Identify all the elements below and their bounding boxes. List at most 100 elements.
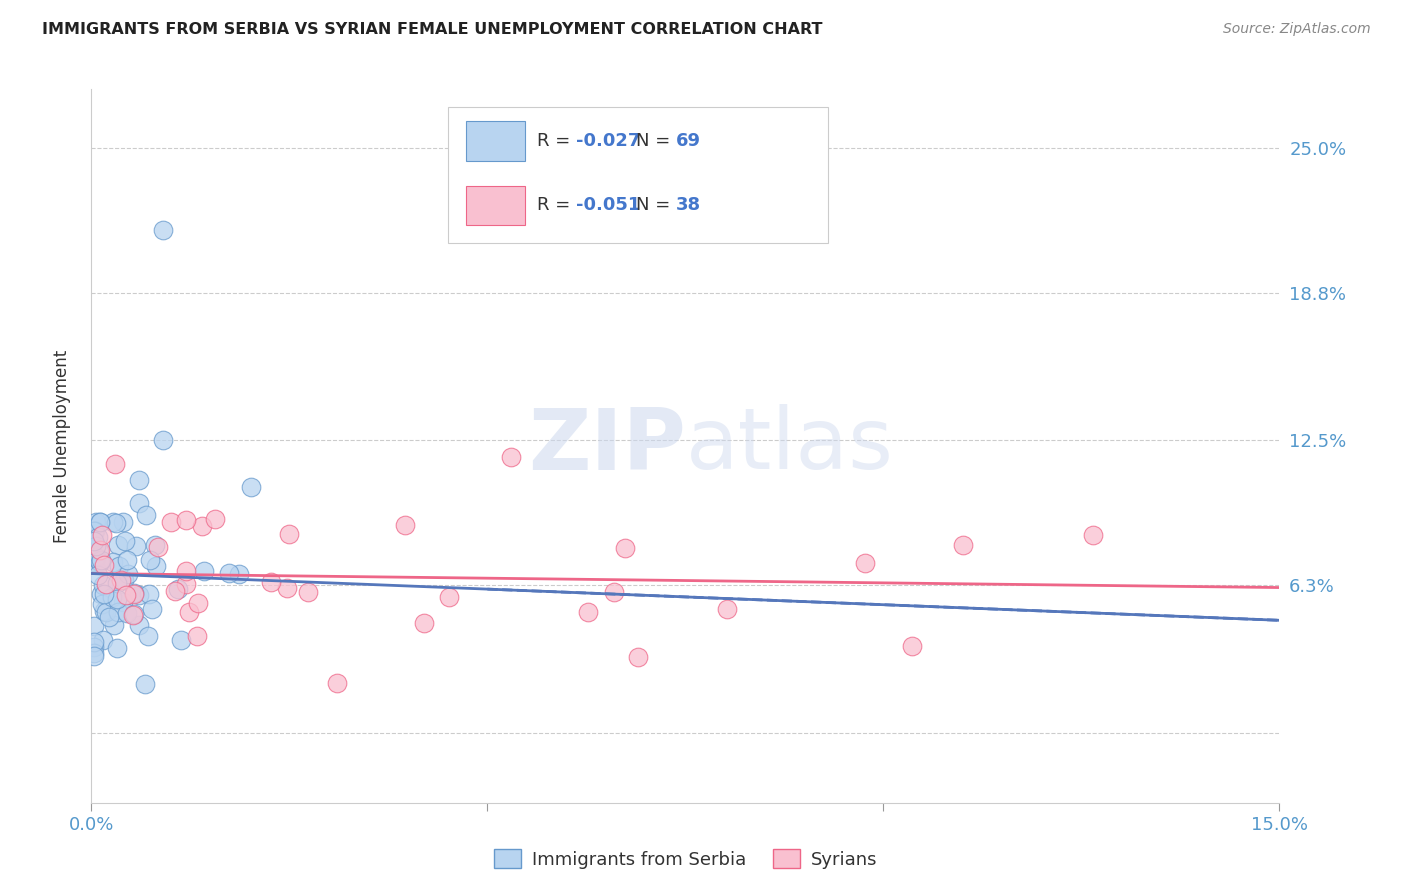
Point (143, 538, 166, 552)
Point (90, 553, 112, 567)
Point (108, 558, 131, 573)
Text: N =: N = (636, 196, 675, 214)
Point (193, 564, 215, 578)
Point (97, 609, 120, 624)
Text: ZIP: ZIP (527, 404, 685, 488)
Point (94, 577, 117, 591)
Point (190, 519, 212, 533)
Point (101, 515, 124, 529)
Point (93, 587, 115, 601)
Point (117, 567, 139, 582)
Point (578, 605, 600, 619)
Point (437, 590, 460, 604)
Point (87, 543, 110, 558)
Point (159, 515, 181, 529)
Point (91, 578, 114, 592)
Point (107, 576, 129, 591)
Point (128, 588, 150, 602)
Point (141, 602, 163, 616)
Point (83, 524, 105, 538)
Point (112, 573, 135, 587)
Point (89, 515, 111, 529)
Text: IMMIGRANTS FROM SERBIA VS SYRIAN FEMALE UNEMPLOYMENT CORRELATION CHART: IMMIGRANTS FROM SERBIA VS SYRIAN FEMALE … (42, 22, 823, 37)
Point (152, 222, 174, 236)
Point (278, 526, 301, 541)
Point (297, 584, 319, 599)
Point (602, 585, 624, 599)
Text: N =: N = (636, 132, 675, 150)
Point (115, 553, 138, 567)
Point (177, 605, 200, 619)
Text: -0.027: -0.027 (576, 132, 641, 150)
Point (138, 586, 160, 600)
Text: R =: R = (537, 196, 576, 214)
Point (1081, 528, 1104, 542)
Point (135, 508, 157, 523)
Y-axis label: Female Unemployment: Female Unemployment (52, 350, 70, 542)
Point (83, 646, 105, 660)
Point (853, 556, 876, 570)
Point (104, 457, 127, 471)
Point (186, 630, 208, 644)
Point (114, 534, 136, 549)
Point (91, 632, 114, 647)
Point (89, 554, 111, 568)
Point (101, 590, 124, 604)
Text: -0.051: -0.051 (576, 196, 641, 214)
Point (165, 583, 187, 598)
Point (626, 650, 648, 665)
Point (501, 450, 523, 464)
Point (115, 606, 138, 620)
Point (260, 575, 283, 590)
Point (101, 555, 124, 569)
Text: 38: 38 (676, 196, 702, 214)
Point (83, 635, 105, 649)
Point (87, 568, 110, 582)
Point (901, 639, 924, 653)
Text: R =: R = (537, 132, 576, 150)
Point (276, 581, 298, 595)
Point (166, 582, 188, 596)
Point (148, 541, 170, 555)
Point (121, 608, 143, 623)
Point (84, 515, 107, 529)
Point (90, 597, 112, 611)
Point (112, 595, 135, 609)
Point (94, 605, 117, 619)
Point (174, 564, 197, 578)
Point (716, 602, 738, 616)
Point (84, 539, 107, 553)
Point (107, 538, 129, 552)
Point (105, 516, 128, 531)
Point (187, 596, 209, 610)
Point (174, 577, 197, 591)
Point (218, 566, 240, 580)
Point (89, 515, 111, 529)
Point (93, 604, 115, 618)
Point (128, 473, 150, 487)
Point (87, 530, 110, 544)
Point (125, 539, 148, 553)
Point (114, 588, 136, 602)
Point (83, 648, 105, 663)
Point (128, 496, 150, 510)
Point (89, 543, 111, 558)
FancyBboxPatch shape (447, 107, 828, 243)
Point (105, 591, 128, 606)
Point (105, 640, 128, 655)
Point (614, 541, 637, 556)
Point (326, 676, 349, 690)
Point (152, 433, 174, 447)
Point (84, 524, 107, 538)
Point (86, 549, 108, 564)
Point (122, 607, 145, 622)
Point (112, 515, 135, 529)
Point (139, 553, 162, 567)
Point (103, 617, 125, 632)
Point (204, 512, 226, 526)
Point (107, 605, 129, 619)
Point (90, 528, 112, 542)
Point (952, 538, 974, 552)
Point (145, 558, 167, 573)
Point (122, 587, 145, 601)
